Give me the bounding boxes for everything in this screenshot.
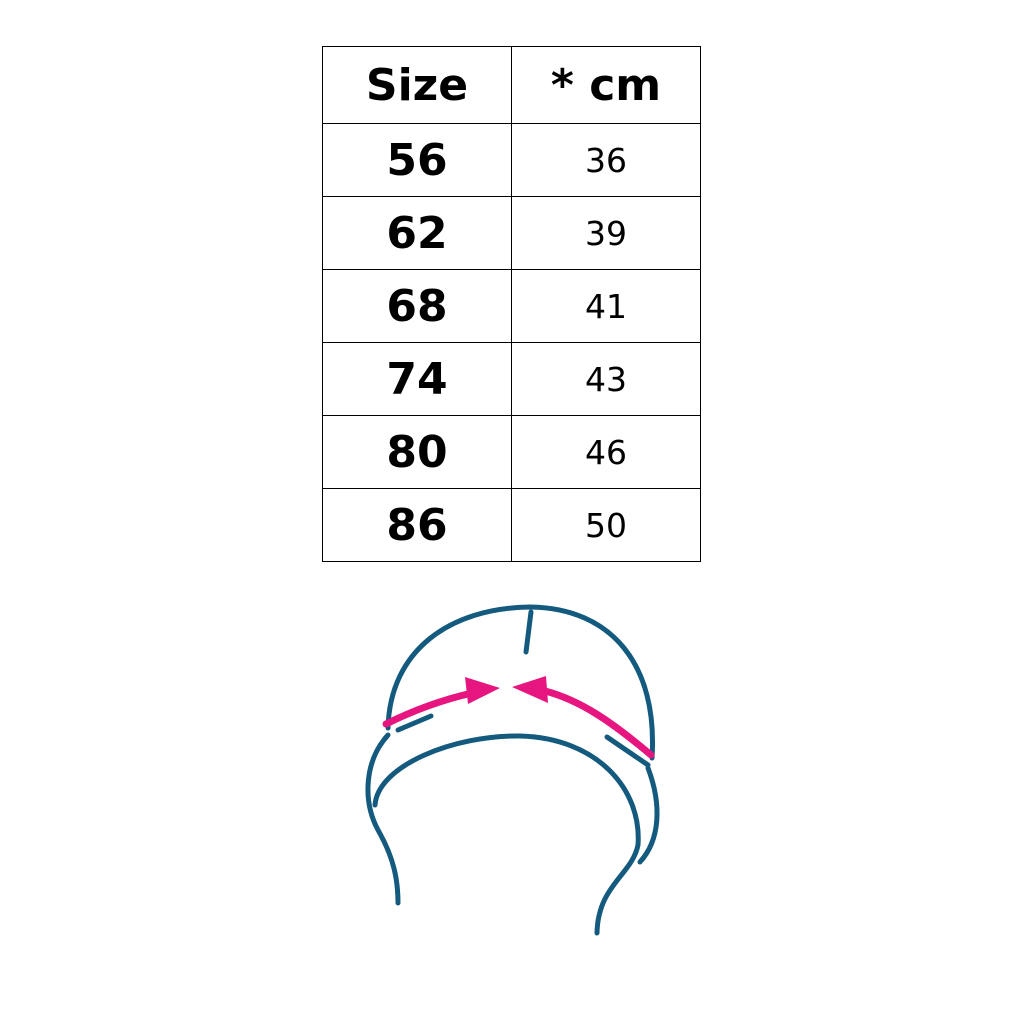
hat-dome bbox=[385, 604, 656, 761]
cm-cell: 39 bbox=[511, 196, 701, 270]
cm-cell: 41 bbox=[511, 269, 701, 343]
hat-brim-inner bbox=[372, 733, 641, 936]
measure-arrows bbox=[382, 676, 655, 759]
cm-cell: 46 bbox=[511, 415, 701, 489]
size-cell: 74 bbox=[322, 342, 512, 416]
hat-fold-right bbox=[604, 734, 651, 768]
arrow-left-head bbox=[465, 677, 500, 704]
cm-cell: 50 bbox=[511, 488, 701, 562]
arrow-left-shaft bbox=[382, 689, 476, 728]
table-row: 74 43 bbox=[322, 342, 701, 416]
table-header-row: Size * cm bbox=[322, 46, 701, 124]
hat-seam bbox=[523, 609, 534, 655]
table-row: 86 50 bbox=[322, 488, 701, 562]
cm-cell: 43 bbox=[511, 342, 701, 416]
arrow-right-head bbox=[512, 676, 548, 703]
hat-outline bbox=[365, 604, 660, 936]
table-row: 62 39 bbox=[322, 196, 701, 270]
size-cell: 80 bbox=[322, 415, 512, 489]
hat-brim-left bbox=[365, 732, 401, 906]
hat-brim-right bbox=[637, 765, 660, 865]
size-cell: 56 bbox=[322, 123, 512, 197]
table-row: 80 46 bbox=[322, 415, 701, 489]
size-cell: 86 bbox=[322, 488, 512, 562]
header-size: Size bbox=[322, 46, 512, 124]
arrow-right-shaft bbox=[541, 687, 655, 759]
header-cm: * cm bbox=[511, 46, 701, 124]
hat-fold-left bbox=[395, 713, 434, 733]
size-table: Size * cm 56 36 62 39 68 41 74 43 80 46 86 50 bbox=[322, 46, 701, 562]
